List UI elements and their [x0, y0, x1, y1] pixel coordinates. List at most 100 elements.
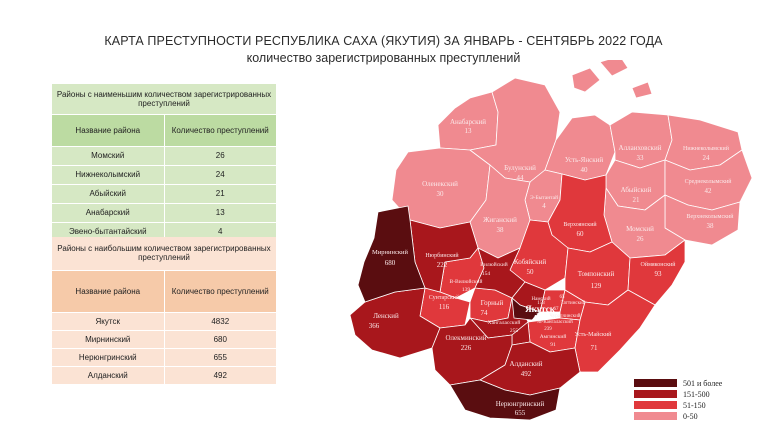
- region-mirny: [357, 205, 426, 303]
- label-srednekolym: Среднеколымский: [685, 178, 733, 185]
- value-zhigansk: 38: [497, 226, 505, 234]
- label-eveno: Э-Бытантай: [530, 194, 558, 201]
- value-vverkh: 139: [462, 287, 471, 293]
- most-crime-table: Районы с наибольшим количеством зарегист…: [52, 237, 277, 385]
- district-cell: Эвено-бытантайский: [52, 222, 165, 242]
- label-churapcha: Чурапчинский: [550, 314, 581, 319]
- label-olenek: Оленекский: [422, 180, 458, 188]
- district-cell: Момский: [52, 146, 165, 166]
- least-table-heading: Районы с наименьшим количеством зарегист…: [52, 84, 277, 115]
- count-cell: 680: [164, 330, 277, 349]
- label-allaikhov: Аллаиховский: [619, 144, 662, 152]
- label-moma: Момский: [626, 225, 654, 233]
- legend-label: 151-500: [683, 389, 710, 399]
- value-churapcha: 67: [554, 307, 560, 312]
- value-abyi: 21: [633, 196, 641, 204]
- island-novosibirsk-2: [599, 60, 629, 77]
- value-mmegino: 239: [544, 327, 552, 332]
- value-verkhnekolym: 38: [707, 222, 715, 230]
- legend-item: 151-500: [634, 389, 722, 399]
- count-cell: 24: [164, 165, 277, 185]
- island-novosibirsk-1: [571, 67, 601, 93]
- value-tatta: 65: [560, 295, 566, 300]
- legend-swatch: [634, 379, 677, 387]
- label-vilyuy: Вилюйский: [480, 261, 507, 268]
- value-srednekolym: 42: [705, 187, 713, 195]
- district-cell: Абыйский: [52, 184, 165, 204]
- district-cell: Нерюнгринский: [52, 348, 165, 367]
- district-cell: Якутск: [52, 312, 165, 331]
- label-kobyai: Кобяйский: [514, 258, 546, 266]
- value-bulun: 44: [517, 174, 525, 182]
- label-vverkh: В-Вилюйский: [450, 278, 483, 285]
- label-anabar: Анабарский: [450, 118, 486, 126]
- value-verkhoyansk: 60: [577, 230, 585, 238]
- label-amga: Амгинский: [540, 333, 567, 340]
- label-ustmaya: Усть-Майский: [575, 331, 613, 338]
- value-nizhnekolym: 24: [703, 154, 711, 162]
- legend-label: 51-150: [683, 400, 706, 410]
- least-col-count: Количество преступлений: [164, 114, 277, 147]
- value-kobyai: 50: [527, 268, 535, 276]
- label-tompo: Томпонский: [578, 270, 615, 278]
- value-namsky: 153: [537, 301, 545, 306]
- count-cell: 4832: [164, 312, 277, 331]
- value-neryungri: 655: [515, 409, 526, 417]
- table-row: Абыйский 21: [52, 184, 277, 204]
- region-olekminsk: [431, 317, 513, 386]
- legend-item: 501 и более: [634, 378, 722, 388]
- table-row: Алданский 492: [52, 366, 277, 385]
- table-row: Эвено-бытантайский 4: [52, 222, 277, 242]
- table-row: Якутск 4832: [52, 312, 277, 331]
- region-neryungri: [449, 379, 561, 421]
- count-cell: 4: [164, 222, 277, 242]
- value-anabar: 13: [465, 127, 473, 135]
- label-namsky: Намский: [532, 297, 551, 302]
- table-row: Момский 26: [52, 146, 277, 166]
- value-amga: 91: [550, 342, 556, 348]
- table-row: Нерюнгринский 655: [52, 348, 277, 367]
- value-ustyan: 40: [581, 166, 589, 174]
- label-oymyakon: Оймяконский: [641, 261, 677, 268]
- count-cell: 21: [164, 184, 277, 204]
- label-verkhnekolym: Верхнеколымский: [687, 213, 735, 220]
- island-novosibirsk-3: [631, 81, 653, 99]
- district-cell: Анабарский: [52, 203, 165, 223]
- value-tompo: 129: [591, 282, 602, 290]
- label-aldan: Алданский: [510, 360, 543, 368]
- value-lensk: 366: [369, 322, 380, 330]
- region-ustmaya: [574, 289, 656, 373]
- legend-item: 51-150: [634, 400, 722, 410]
- value-allaikhov: 33: [637, 154, 645, 162]
- value-vilyuy: 154: [482, 271, 491, 277]
- label-tatta: Таттинский: [561, 301, 586, 306]
- count-cell: 655: [164, 348, 277, 367]
- label-mirny: Мирнинский: [372, 249, 408, 256]
- label-neryungri: Нерюнгринский: [496, 400, 545, 408]
- count-cell: 492: [164, 366, 277, 385]
- district-cell: Нижнеколымский: [52, 165, 165, 185]
- value-gorny: 74: [481, 309, 489, 317]
- value-suntar: 116: [439, 303, 450, 311]
- map-title: КАРТА ПРЕСТУПНОСТИ РЕСПУБЛИКА САХА (ЯКУТ…: [104, 34, 663, 48]
- label-bulun: Булунский: [504, 164, 536, 172]
- table-row: Анабарский 13: [52, 203, 277, 223]
- label-nyurba: Нюрбинский: [425, 252, 459, 259]
- yakutia-map: Анабарский 13 Оленекский 30 Булунский 44…: [349, 60, 753, 421]
- value-olenek: 30: [437, 190, 445, 198]
- least-crime-table: Районы с наименьшим количеством зарегист…: [52, 84, 277, 242]
- label-ustyan: Усть-Янский: [565, 156, 603, 164]
- least-col-district: Название района: [52, 114, 165, 147]
- label-zhigansk: Жиганский: [483, 216, 517, 224]
- label-olekminsk: Олекминский: [446, 334, 487, 342]
- label-yakutsk: Якутск: [525, 304, 556, 314]
- legend-swatch: [634, 390, 677, 398]
- table-row: Мирнинский 680: [52, 330, 277, 349]
- value-eveno: 4: [542, 202, 546, 210]
- value-olekminsk: 226: [461, 344, 472, 352]
- label-suntar: Сунтарский: [429, 294, 460, 301]
- map-legend: 501 и более 151-500 51-150 0-50: [634, 378, 722, 422]
- value-mirny: 680: [385, 259, 396, 267]
- label-khangalas: Хангаласский: [488, 319, 521, 326]
- district-cell: Алданский: [52, 366, 165, 385]
